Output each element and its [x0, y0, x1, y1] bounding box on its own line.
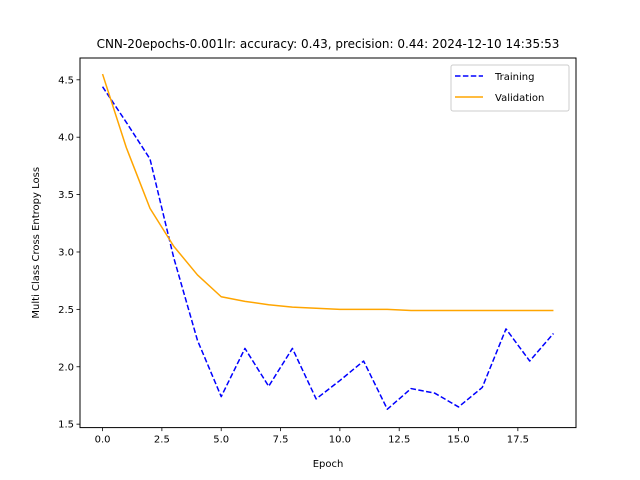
- axes-frame: [79, 57, 577, 429]
- y-tick-label: 4.5: [58, 75, 74, 86]
- x-tick-label: 7.5: [273, 435, 289, 446]
- x-tick-label: 15.0: [447, 435, 469, 446]
- x-tick-label: 5.0: [213, 435, 229, 446]
- x-tick-label: 12.5: [388, 435, 410, 446]
- x-axis-label: Epoch: [313, 459, 344, 470]
- y-tick-label: 3.0: [58, 247, 74, 258]
- x-tick-label: 17.5: [507, 435, 529, 446]
- legend-label-validation: Validation: [495, 93, 544, 104]
- x-axis-ticks: 0.0 2.5 5.0 7.5 10.0 12.5 15.0 17.5: [95, 427, 529, 446]
- x-tick-label: 10.0: [329, 435, 351, 446]
- legend-label-training: Training: [494, 72, 534, 83]
- y-axis-label: Multi Class Cross Entropy Loss: [31, 167, 42, 319]
- x-tick-label: 0.0: [95, 435, 111, 446]
- series-line-training: [101, 86, 555, 410]
- y-tick-label: 1.5: [58, 420, 74, 431]
- plot-area: [80, 58, 576, 428]
- chart-title: CNN-20epochs-0.001lr: accuracy: 0.43, pr…: [97, 37, 560, 51]
- y-tick-label: 2.5: [58, 305, 74, 316]
- y-tick-label: 3.5: [58, 190, 74, 201]
- series-line-validation: [101, 73, 554, 312]
- y-tick-label: 4.0: [58, 133, 74, 144]
- series-layer: [101, 73, 555, 410]
- legend: Training Validation: [450, 64, 570, 112]
- x-tick-label: 2.5: [154, 435, 170, 446]
- y-tick-label: 2.0: [58, 362, 74, 373]
- y-axis-ticks: 1.5 2.0 2.5 3.0 3.5 4.0 4.5: [58, 75, 80, 431]
